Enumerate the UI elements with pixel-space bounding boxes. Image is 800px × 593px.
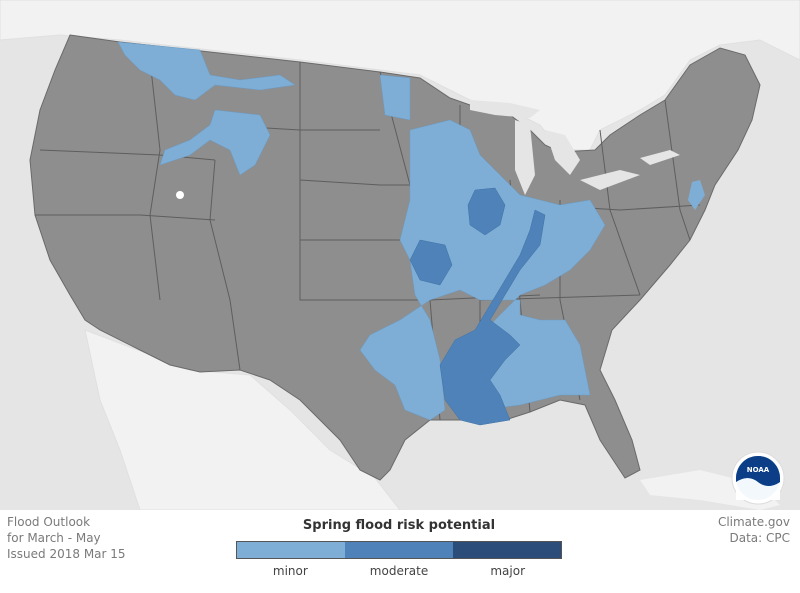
legend-swatch-major <box>453 542 561 558</box>
noaa-logo-text: NOAA <box>747 466 770 474</box>
minor-midwest <box>359 119 606 421</box>
legend-color-bar <box>236 541 562 559</box>
minor-idaho-wyoming <box>159 109 271 176</box>
credit-source: Climate.gov <box>717 515 790 529</box>
moderate-risk-regions <box>409 187 546 426</box>
flood-outlook-info: Flood Outlook for March - May Issued 201… <box>7 514 126 562</box>
great-lakes <box>470 100 680 195</box>
legend-swatch-moderate <box>345 542 453 558</box>
credit-block: Climate.gov Data: CPC <box>718 514 790 546</box>
outlook-period: for March - May <box>7 531 101 545</box>
map-svg: NOAA <box>0 0 800 510</box>
legend-label-major: major <box>490 564 525 578</box>
credit-data: Data: CPC <box>729 531 790 545</box>
minor-north-dakota <box>379 74 411 121</box>
moderate-iowa <box>467 187 506 236</box>
legend-swatch-minor <box>237 542 345 558</box>
outlook-issued-date: Issued 2018 Mar 15 <box>7 547 126 561</box>
minor-montana <box>117 41 296 101</box>
flood-risk-map: NOAA <box>0 0 800 510</box>
legend-title: Spring flood risk potential <box>302 518 496 533</box>
great-salt-lake <box>176 191 184 199</box>
legend-label-minor: minor <box>272 564 308 578</box>
outlook-title: Flood Outlook <box>7 515 91 529</box>
minor-new-jersey <box>688 180 705 210</box>
minor-risk-regions <box>117 41 606 421</box>
moderate-lower-mississippi <box>439 209 546 426</box>
noaa-logo-icon <box>731 451 785 505</box>
moderate-missouri <box>409 239 453 286</box>
legend-labels: minor moderate major <box>236 564 562 578</box>
legend-label-moderate: moderate <box>369 564 429 578</box>
